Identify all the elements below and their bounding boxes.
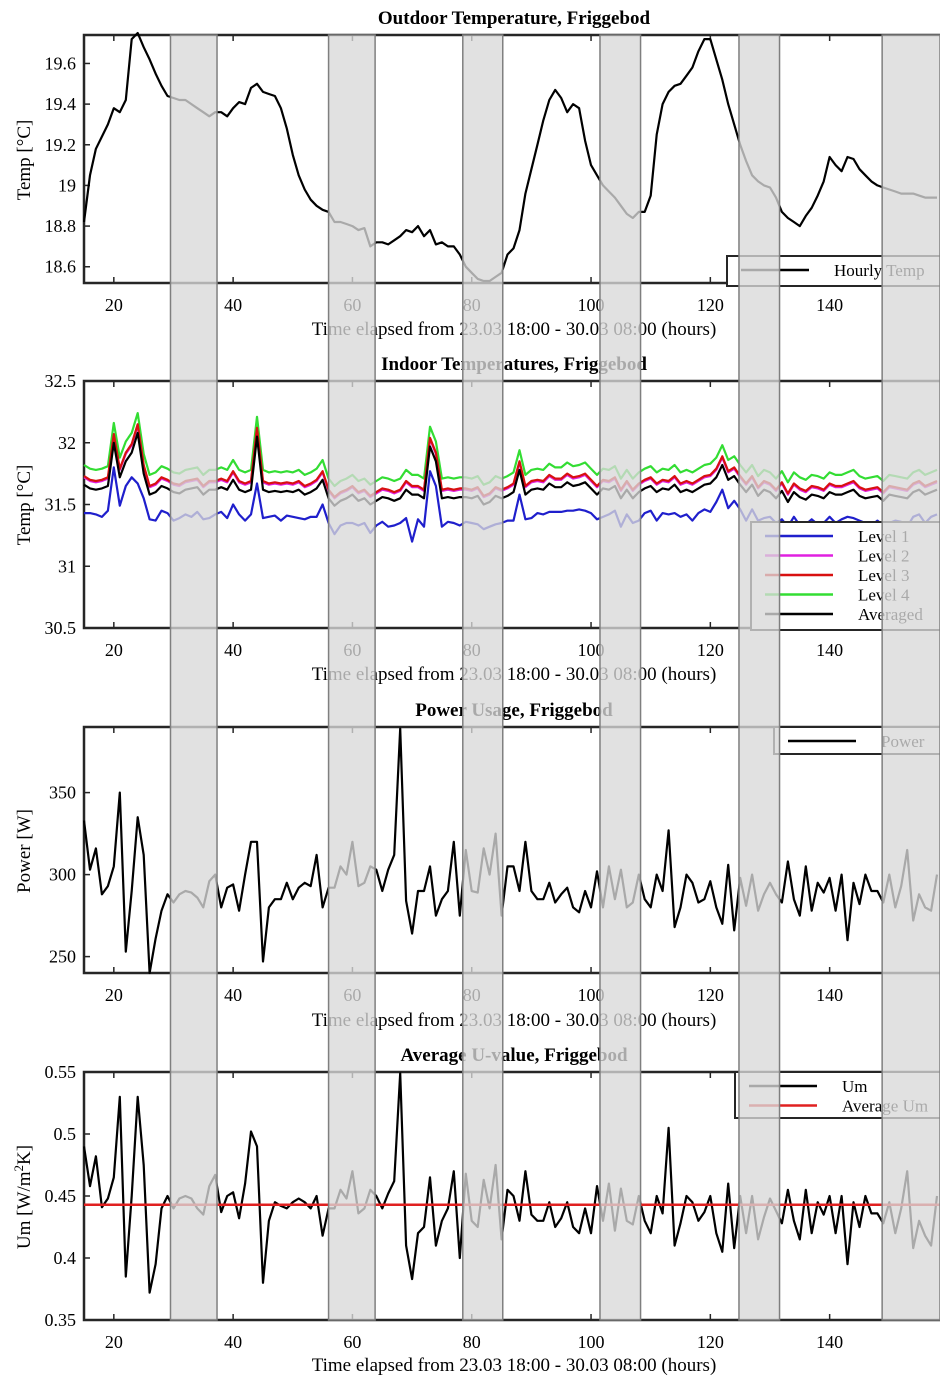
y-tick-label: 19.4 [45,94,77,114]
y-tick-label: 18.8 [45,216,77,236]
y-tick-label: 300 [49,865,76,885]
x-tick-label: 20 [105,295,123,315]
y-tick-label: 19.2 [45,135,77,155]
y-axis-label: Temp [°C] [14,465,35,546]
x-tick-label: 40 [224,1332,242,1352]
y-axis-label: Temp [°C] [14,120,35,201]
outdoor-temperature-panel: Outdoor Temperature, Friggebod 204060801… [14,8,940,340]
shaded-band [599,34,642,1321]
y-tick-label: 18.6 [45,257,77,277]
x-tick-label: 20 [105,985,123,1005]
x-axis-label: Time elapsed from 23.03 18:00 - 30.03 08… [312,1355,717,1376]
x-tick-label: 100 [578,1332,605,1352]
chart-title: Power Usage, Friggebod [415,700,613,721]
y-tick-label: 0.35 [45,1310,77,1330]
series-line-level-4 [83,412,938,488]
chart-title: Average U-value, Friggebod [400,1045,628,1066]
y-tick-label: 30.5 [45,618,77,638]
y-tick-label: 31.5 [45,495,77,515]
x-tick-label: 20 [105,640,123,660]
x-tick-label: 20 [105,1332,123,1352]
shaded-band [881,34,940,1321]
x-tick-label: 60 [343,1332,361,1352]
shaded-band [169,34,218,1321]
plot-area [82,33,940,285]
x-tick-label: 40 [224,295,242,315]
shaded-band [462,34,504,1321]
x-tick-label: 140 [816,1332,843,1352]
shaded-band [738,34,781,1321]
x-tick-label: 140 [816,985,843,1005]
y-tick-label: 19.6 [45,53,77,73]
x-tick-label: 100 [578,640,605,660]
y-tick-label: 250 [49,947,76,967]
y-axis-label: Um [W/m2K] [11,1145,35,1249]
power-usage-panel: Power Usage, Friggebod 20406080100120140… [14,700,940,1031]
y-tick-label: 0.4 [54,1248,77,1268]
x-tick-label: 120 [697,640,724,660]
y-tick-label: 31 [58,556,76,576]
x-tick-label: 100 [578,985,605,1005]
x-tick-label: 100 [578,295,605,315]
series-line-level-1 [84,466,938,543]
y-tick-label: 19 [58,175,76,195]
x-tick-label: 120 [697,295,724,315]
x-tick-label: 40 [224,985,242,1005]
chart-title: Indoor Temperatures, Friggebod [381,354,647,375]
x-tick-label: 120 [697,985,724,1005]
y-tick-label: 350 [49,783,76,803]
series-line-power [82,727,939,975]
y-tick-label: 32 [58,433,76,453]
shaded-band [327,34,376,1321]
y-axis-label: Power [W] [14,809,35,893]
series-line-level-3 [83,423,938,499]
x-tick-label: 140 [816,640,843,660]
y-tick-label: 0.45 [45,1186,77,1206]
x-tick-label: 40 [224,640,242,660]
legend-label: Um [842,1077,868,1096]
series-line-um [82,1072,939,1294]
chart-title: Outdoor Temperature, Friggebod [378,8,651,29]
series-line-averaged [83,431,938,507]
plot-area [82,725,940,975]
y-tick-label: 0.55 [45,1062,77,1082]
y-tick-label: 32.5 [45,371,77,391]
series-line-hourly-temp [82,31,937,283]
x-tick-label: 80 [463,1332,481,1352]
x-tick-label: 120 [697,1332,724,1352]
y-tick-label: 0.5 [54,1124,77,1144]
x-tick-label: 140 [816,295,843,315]
